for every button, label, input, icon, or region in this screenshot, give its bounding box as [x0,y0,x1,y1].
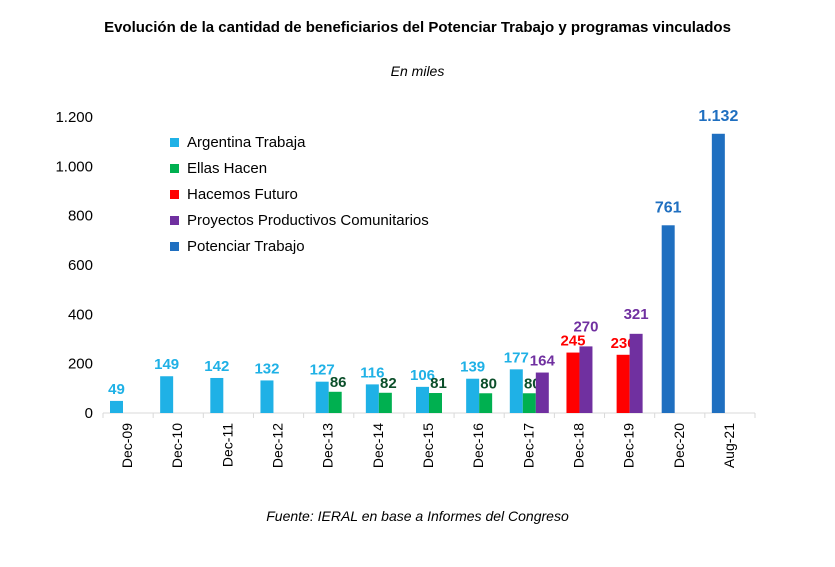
x-tick-label: Dec-15 [420,423,436,468]
y-tick-label: 1.000 [55,158,93,175]
data-label: 81 [430,375,447,392]
legend-label: Argentina Trabaja [187,133,306,151]
legend-item-argentina-trabaja: Argentina Trabaja [170,129,429,155]
legend-swatch [170,189,179,199]
x-tick-label: Dec-13 [320,423,336,468]
bar [328,391,342,413]
y-tick-label: 1.200 [55,109,93,126]
x-tick-label: Dec-09 [119,423,135,468]
bar [661,225,675,413]
chart-source: Fuente: IERAL en base a Informes del Con… [266,508,569,524]
data-label: 80 [480,375,497,392]
data-label: 1.132 [698,108,738,125]
data-label: 142 [204,358,229,375]
y-tick-label: 0 [85,405,93,422]
bar [616,354,630,413]
data-label: 132 [254,360,279,377]
bar [566,352,580,413]
legend-item-hacemos-futuro: Hacemos Futuro [170,181,429,207]
data-label: 86 [330,374,347,391]
y-tick-label: 400 [68,306,93,323]
data-label: 177 [504,349,529,366]
data-label: 236 [611,335,636,352]
data-label: 116 [360,364,384,381]
x-tick-label: Dec-18 [570,423,586,468]
x-tick-label: Dec-17 [520,423,536,468]
bar [160,376,174,413]
bar [429,393,442,413]
x-tick-label: Dec-11 [219,423,235,467]
chart-title: Evolución de la cantidad de beneficiario… [104,19,731,36]
chart-subtitle: En miles [390,63,445,79]
data-label: 49 [108,381,125,398]
data-label: 245 [560,333,585,350]
x-tick-label: Dec-14 [370,423,386,468]
legend-label: Ellas Hacen [187,159,268,177]
bar [479,393,493,413]
data-label: 106 [410,367,435,384]
bar [522,393,536,413]
bar [579,346,593,413]
bar [466,378,480,413]
y-tick-label: 600 [68,257,93,274]
y-tick-label: 200 [68,356,93,373]
legend-swatch [170,137,179,147]
bar [315,381,329,413]
bar [509,369,523,413]
bar [210,377,224,413]
x-tick-label: Aug-21 [721,423,737,468]
x-tick-label: Dec-12 [270,423,286,468]
x-tick-label: Dec-16 [470,423,486,468]
data-label: 761 [655,199,682,216]
bar [416,386,429,413]
y-tick-label: 800 [68,208,93,225]
data-label: 139 [460,359,485,376]
bar [535,372,549,413]
legend-item-proyectos-productivos: Proyectos Productivos Comunitarios [170,207,429,233]
data-label: 164 [530,353,556,370]
legend-item-potenciar-trabajo: Potenciar Trabajo [170,233,429,259]
data-label: 149 [154,356,179,373]
legend-label: Proyectos Productivos Comunitarios [187,211,429,229]
bar [711,133,725,414]
x-tick-label: Dec-10 [169,423,185,468]
legend-swatch [170,241,179,251]
data-label: 321 [624,306,649,323]
legend-swatch [170,163,179,173]
data-label: 127 [310,362,335,379]
bar [260,380,274,413]
x-tick-label: Dec-19 [621,423,637,468]
chart-legend: Argentina Trabaja Ellas Hacen Hacemos Fu… [170,129,429,259]
legend-item-ellas-hacen: Ellas Hacen [170,155,429,181]
data-label: 82 [380,375,397,392]
legend-label: Hacemos Futuro [187,185,298,203]
legend-swatch [170,215,179,225]
legend-label: Potenciar Trabajo [187,237,305,255]
bar [110,400,123,413]
x-tick-label: Dec-20 [671,423,687,468]
data-label: 270 [573,318,598,335]
bar [378,392,392,413]
bar [365,384,379,413]
bar [629,333,643,413]
